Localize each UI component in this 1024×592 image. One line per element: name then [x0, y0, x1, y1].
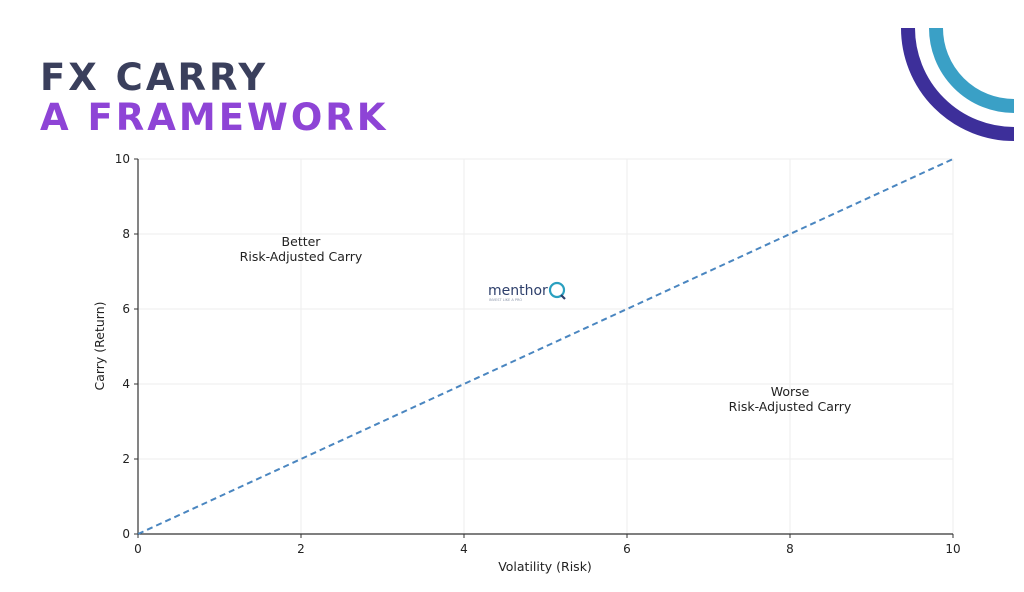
y-tick-label: 0 — [122, 527, 130, 541]
logo-wordmark: menthor — [488, 283, 548, 299]
x-tick-label: 8 — [786, 542, 794, 556]
y-tick-label: 2 — [122, 452, 130, 466]
annotations: Better Risk-Adjusted Carry Worse Risk-Adjus… — [240, 234, 852, 414]
page-title-line2: A FRAMEWORK — [40, 96, 389, 139]
x-tick-label: 10 — [945, 542, 960, 556]
x-tick-label: 6 — [623, 542, 631, 556]
inner-arc — [929, 27, 1015, 113]
x-axis-label: Volatility (Risk) — [498, 559, 592, 574]
grid — [137, 158, 954, 535]
annotation: Worse Risk-Adjusted Carry — [729, 384, 852, 414]
logo: menthor INVEST LIKE A PRO — [488, 281, 566, 302]
logo-tagline: INVEST LIKE A PRO — [489, 298, 522, 302]
x-tick-label: 0 — [134, 542, 142, 556]
x-tick-label: 4 — [460, 542, 468, 556]
series-layer — [137, 158, 954, 535]
y-tick-label: 10 — [115, 152, 130, 166]
series-line — [137, 158, 954, 535]
y-tick-label: 6 — [122, 302, 130, 316]
logo-q-icon — [548, 281, 566, 299]
y-tick-label: 4 — [122, 377, 130, 391]
axes — [137, 159, 953, 535]
y-tick-label: 8 — [122, 227, 130, 241]
page-title-line1: FX CARRY — [40, 56, 269, 99]
decorative-arcs-icon — [901, 27, 1015, 141]
y-axis-label: Carry (Return) — [92, 301, 107, 390]
annotation: Better Risk-Adjusted Carry — [240, 234, 363, 264]
y-ticks: 0 2 4 6 8 10 — [115, 152, 138, 541]
logo-q-tail — [560, 294, 566, 300]
title-block: FX CARRY A FRAMEWORK — [40, 58, 388, 138]
x-ticks: 0 2 4 6 8 10 — [134, 534, 961, 556]
outer-arc — [901, 27, 1015, 141]
x-tick-label: 2 — [297, 542, 305, 556]
